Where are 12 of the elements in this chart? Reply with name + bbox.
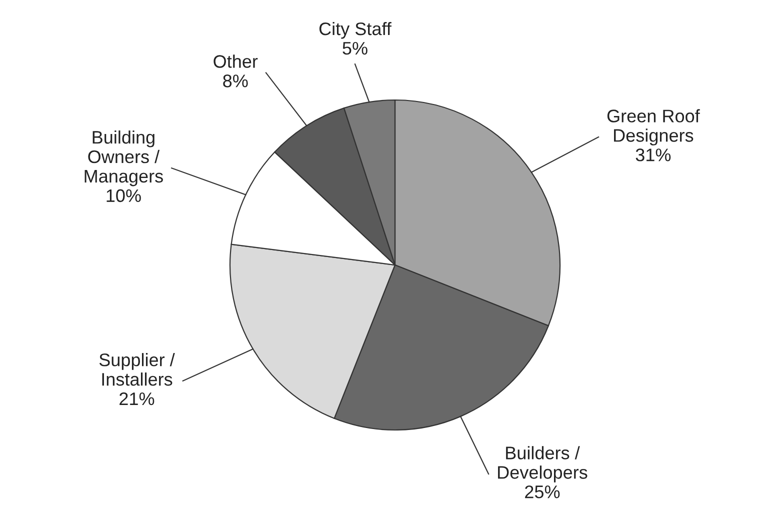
data-label: 21% [120,392,154,406]
data-label: 5% [342,42,368,55]
data-label: 10% [106,189,141,202]
slice-label: City Staff [319,22,392,39]
data-label: 25% [525,485,560,498]
slice-label: Supplier / Installers [99,353,175,386]
slice-label: Building Owners / Managers [84,130,163,186]
slice-label: Other [214,54,258,68]
data-label: 8% [223,74,248,88]
slice-label: Builders / Developers [498,446,588,482]
data-label: 31% [636,148,671,162]
slice-label: Green Roof Designers [607,109,700,146]
